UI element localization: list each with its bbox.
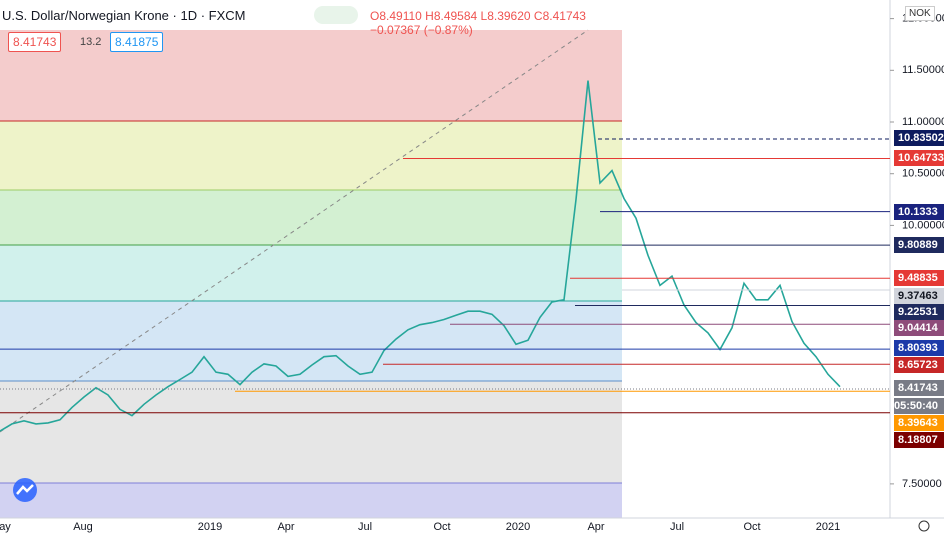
- fib-bands: [0, 29, 622, 518]
- y-tick-label: 11.50000: [902, 64, 944, 76]
- level-label-box: [894, 288, 944, 304]
- level-label-box: [894, 204, 944, 220]
- trend-line: [0, 29, 589, 433]
- level-label-box: [894, 304, 944, 320]
- y-tick-label: 10.00000: [902, 219, 944, 231]
- fib-band: [0, 30, 622, 121]
- sell-button[interactable]: 8.41743: [8, 32, 62, 52]
- level-label: 10.64733: [898, 152, 944, 164]
- toggle[interactable]: [314, 6, 358, 24]
- level-label: 9.37463: [898, 290, 938, 302]
- buy-button[interactable]: 8.41875: [110, 32, 164, 52]
- fib-band: [0, 301, 622, 381]
- x-tick-label: Jul: [670, 521, 684, 533]
- level-label-box: [894, 270, 944, 286]
- level-label: 10.83502: [898, 132, 944, 144]
- level-label-box: [894, 320, 944, 336]
- currency[interactable]: NOK: [905, 6, 935, 21]
- x-tick-label: Apr: [277, 521, 294, 533]
- level-label-box: [894, 415, 944, 431]
- price-line: [0, 80, 841, 432]
- level-label-box: [894, 237, 944, 253]
- countdown: 05:50:40: [894, 398, 944, 414]
- fib-band: [0, 190, 622, 245]
- level-label: 9.22531: [898, 306, 938, 318]
- level-label: 10.1333: [898, 206, 938, 218]
- level-label: 8.39643: [898, 417, 938, 429]
- level-label-box: [894, 130, 944, 146]
- level-label: 8.80393: [898, 342, 938, 354]
- x-tick-label: Aug: [73, 521, 93, 533]
- logo: [13, 478, 37, 502]
- level-label-box: [894, 150, 944, 166]
- y-tick-label: 10.50000: [902, 168, 944, 180]
- level-label-box: [894, 432, 944, 448]
- y-tick-label: 7.50000: [902, 478, 942, 490]
- y-tick-label: 11.00000: [902, 116, 944, 128]
- level-label-box: [894, 357, 944, 373]
- x-tick-label: 2019: [198, 521, 222, 533]
- level-label: 8.65723: [898, 359, 938, 371]
- settings-icon[interactable]: [918, 520, 930, 532]
- fib-band: [0, 245, 622, 301]
- level-label: 8.41743: [898, 382, 938, 394]
- fib-band: [0, 381, 622, 483]
- level-label-box: [894, 380, 944, 396]
- x-tick-label: Jul: [358, 521, 372, 533]
- x-tick-label: 2021: [816, 521, 840, 533]
- x-tick-label: Apr: [587, 521, 604, 533]
- x-tick-label: Oct: [743, 521, 760, 533]
- level-label: 9.04414: [898, 322, 939, 334]
- x-tick-label: ay: [0, 521, 11, 533]
- fib-band: [0, 483, 622, 518]
- fib-band: [0, 121, 622, 190]
- x-tick-label: Oct: [433, 521, 450, 533]
- level-label: 8.18807: [898, 434, 938, 446]
- level-label: 9.80889: [898, 239, 938, 251]
- x-tick-label: 2020: [506, 521, 530, 533]
- ohlc: O8.49110 H8.49584 L8.39620 C8.41743 −0.0…: [370, 9, 586, 37]
- spread: 13.2: [80, 36, 102, 48]
- level-label: 9.48835: [898, 272, 938, 284]
- symbol-title: U.S. Dollar/Norwegian Krone · 1D · FXCM: [2, 8, 246, 23]
- header: U.S. Dollar/Norwegian Krone · 1D · FXCM …: [0, 0, 935, 60]
- level-label-box: [894, 340, 944, 356]
